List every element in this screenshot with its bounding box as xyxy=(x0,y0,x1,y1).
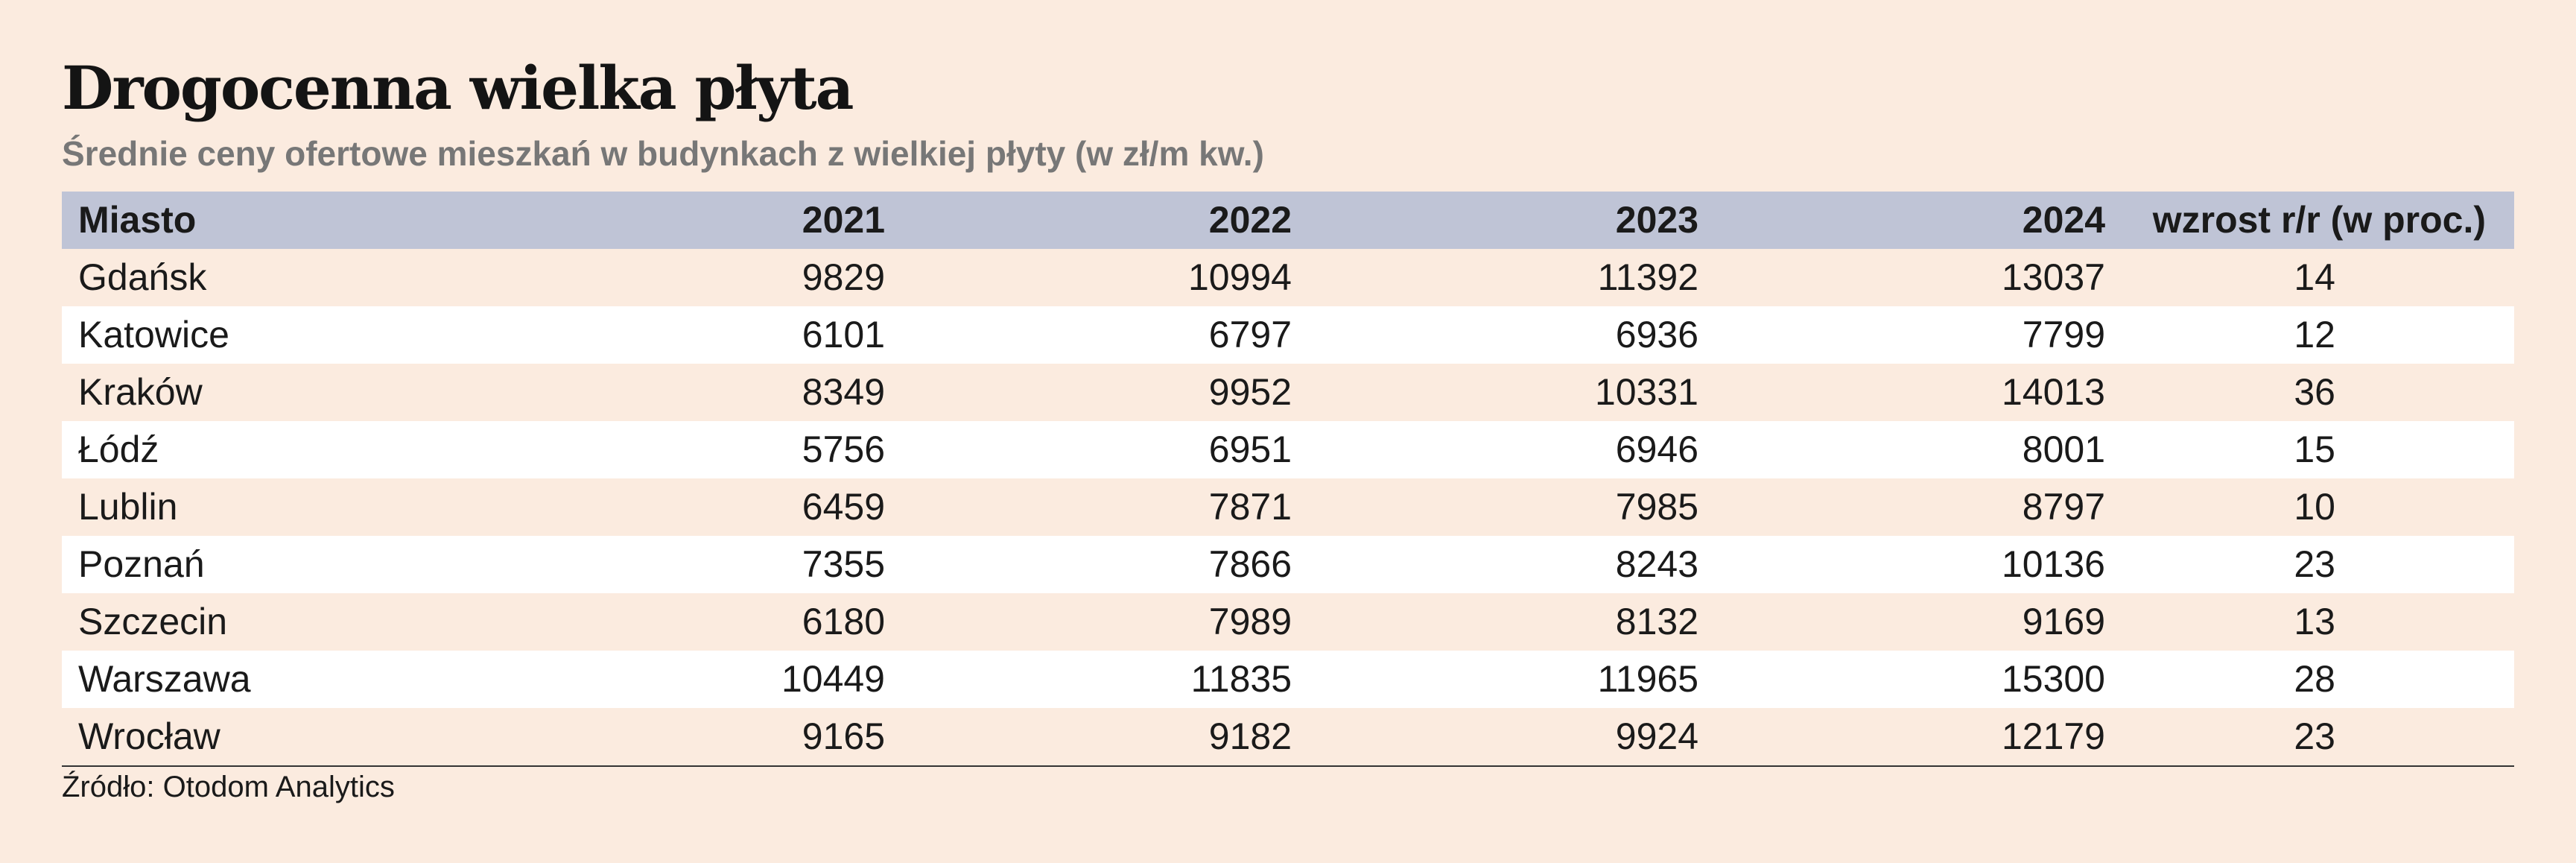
cell-2022: 9952 xyxy=(1208,371,1292,413)
table-row: Kraków 8349 9952 10331 14013 36 xyxy=(62,364,2514,421)
cell-city: Katowice xyxy=(78,314,229,355)
cell-growth: 10 xyxy=(2294,486,2335,528)
cell-city: Kraków xyxy=(78,371,203,413)
cell-2024: 8001 xyxy=(2022,429,2105,470)
cell-2021: 7355 xyxy=(802,543,885,585)
cell-2023: 9924 xyxy=(1292,708,1698,767)
cell-growth: 12 xyxy=(2294,314,2335,355)
cell-2024: 12179 xyxy=(1698,708,2105,767)
cell-growth: 14 xyxy=(2294,256,2335,298)
table-row: Katowice 6101 6797 6936 7799 12 xyxy=(62,306,2514,364)
cell-2022: 6797 xyxy=(1208,314,1292,355)
cell-city: Szczecin xyxy=(78,601,228,642)
cell-growth: 28 xyxy=(2294,658,2335,700)
page-subtitle: Średnie ceny ofertowe mieszkań w budynka… xyxy=(62,134,1264,173)
header-2021: 2021 xyxy=(802,199,885,241)
header-2023: 2023 xyxy=(1615,199,1698,241)
cell-2023: 6946 xyxy=(1615,429,1698,470)
header-city: Miasto xyxy=(78,199,197,241)
cell-2021: 8349 xyxy=(802,371,885,413)
table-row: Lublin 6459 7871 7985 8797 10 xyxy=(62,478,2514,536)
cell-city: Poznań xyxy=(78,543,205,585)
cell-2023: 7985 xyxy=(1615,486,1698,528)
cell-2022: 7866 xyxy=(1208,543,1292,585)
cell-growth: 36 xyxy=(2294,371,2335,413)
cell-2021: 5756 xyxy=(802,429,885,470)
cell-2021: 9829 xyxy=(802,256,885,298)
header-2022: 2022 xyxy=(1208,199,1292,241)
cell-2024: 7799 xyxy=(2022,314,2105,355)
header-growth: wzrost r/r (w proc.) xyxy=(2152,199,2486,241)
cell-city: Warszawa xyxy=(78,658,251,700)
table-row: Poznań 7355 7866 8243 10136 23 xyxy=(62,536,2514,593)
cell-city: Wrocław xyxy=(62,708,479,767)
table-row: Warszawa 10449 11835 11965 15300 28 xyxy=(62,651,2514,708)
table-row: Szczecin 6180 7989 8132 9169 13 xyxy=(62,593,2514,651)
cell-2022: 7989 xyxy=(1208,601,1292,642)
table-row: Gdańsk 9829 10994 11392 13037 14 xyxy=(62,249,2514,306)
cell-2022: 6951 xyxy=(1208,429,1292,470)
cell-2023: 8132 xyxy=(1615,601,1698,642)
cell-2024: 13037 xyxy=(2001,256,2105,298)
cell-2024: 9169 xyxy=(2022,601,2105,642)
price-table: Miasto 2021 2022 2023 2024 wzrost r/r (w… xyxy=(62,192,2514,767)
cell-city: Lublin xyxy=(78,486,178,528)
cell-2023: 11392 xyxy=(1597,256,1698,298)
cell-growth: 15 xyxy=(2294,429,2335,470)
header-2024: 2024 xyxy=(2022,199,2105,241)
cell-2021: 6459 xyxy=(802,486,885,528)
cell-city: Łódź xyxy=(78,429,159,470)
table-row: Łódź 5756 6951 6946 8001 15 xyxy=(62,421,2514,478)
cell-growth: 23 xyxy=(2105,708,2514,767)
cell-2023: 8243 xyxy=(1615,543,1698,585)
cell-2022: 7871 xyxy=(1208,486,1292,528)
cell-2021: 9165 xyxy=(479,708,885,767)
cell-2024: 15300 xyxy=(2001,658,2105,700)
cell-2024: 10136 xyxy=(2001,543,2105,585)
cell-2021: 6180 xyxy=(802,601,885,642)
table-row: Wrocław 9165 9182 9924 12179 23 xyxy=(62,708,2514,767)
source-note: Źródło: Otodom Analytics xyxy=(62,771,395,803)
cell-2022: 11835 xyxy=(1190,658,1292,700)
cell-2022: 9182 xyxy=(885,708,1292,767)
page-title: Drogocenna wielka płyta xyxy=(62,53,854,123)
cell-2022: 10994 xyxy=(1187,256,1292,298)
cell-2023: 11965 xyxy=(1597,658,1698,700)
cell-growth: 13 xyxy=(2294,601,2335,642)
cell-city: Gdańsk xyxy=(78,256,207,298)
cell-2023: 10331 xyxy=(1594,371,1698,413)
cell-2021: 6101 xyxy=(802,314,885,355)
cell-2023: 6936 xyxy=(1615,314,1698,355)
table-header-row: Miasto 2021 2022 2023 2024 wzrost r/r (w… xyxy=(62,192,2514,249)
cell-growth: 23 xyxy=(2294,543,2335,585)
cell-2021: 10449 xyxy=(781,658,885,700)
cell-2024: 8797 xyxy=(2022,486,2105,528)
cell-2024: 14013 xyxy=(2001,371,2105,413)
